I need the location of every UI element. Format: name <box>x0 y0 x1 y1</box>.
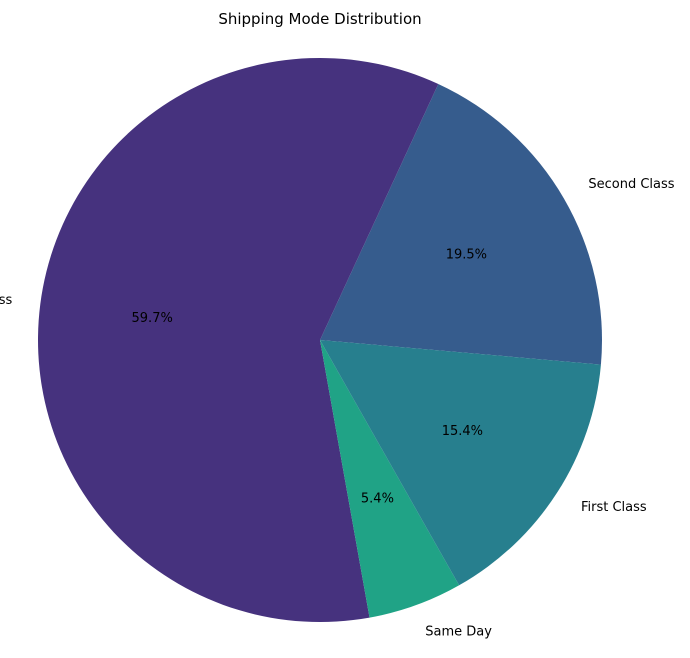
percent-label-standard-class: 59.7% <box>132 311 173 326</box>
pie-labels: Second Class 19.5% Standard Class 59.7% Same… <box>0 177 675 639</box>
chart-title: Shipping Mode Distribution <box>218 10 421 28</box>
percent-label-second-class: 19.5% <box>446 248 487 263</box>
pie-slice-second-class <box>320 84 602 365</box>
category-label-second-class: Second Class <box>588 177 674 192</box>
pie-slice-standard-class <box>37 57 439 623</box>
category-label-standard-class: Standard Class <box>0 293 13 308</box>
percent-label-first-class: 15.4% <box>442 424 483 439</box>
pie-slices <box>37 57 602 623</box>
pie-slice-first-class <box>320 340 601 586</box>
pie-slice-same-day <box>320 340 460 618</box>
category-label-same-day: Same Day <box>425 624 492 639</box>
category-label-first-class: First Class <box>581 500 647 515</box>
percent-label-same-day: 5.4% <box>361 492 394 507</box>
